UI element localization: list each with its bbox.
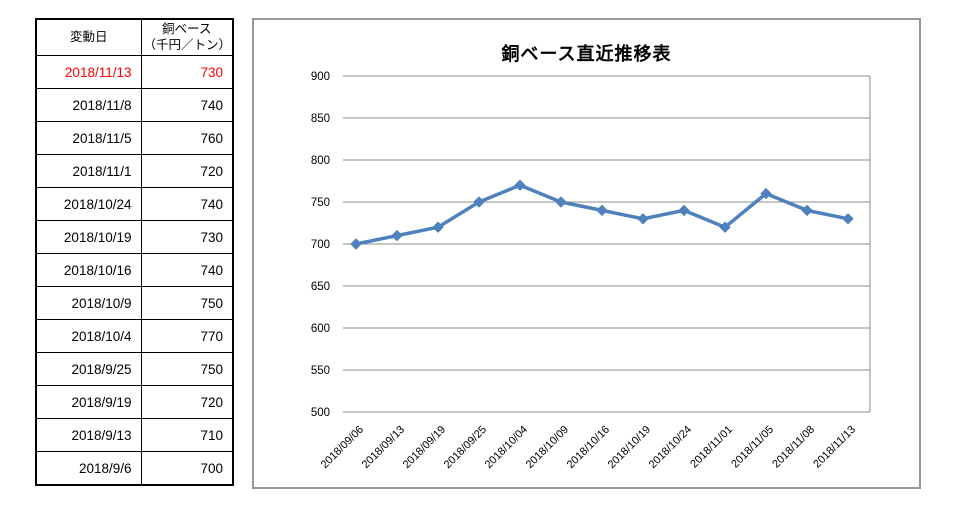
copper-price-line-chart: 5005506006507007508008509002018/09/06201… xyxy=(311,71,871,471)
x-axis-tick-label: 2018/10/24 xyxy=(647,424,694,471)
cell-copper-base-value[interactable]: 720 xyxy=(140,385,234,420)
table-row: 2018/9/6 700 xyxy=(35,451,234,486)
cell-change-date[interactable]: 2018/11/8 xyxy=(35,88,142,123)
table-row: 2018/10/19 730 xyxy=(35,220,234,255)
cell-change-date[interactable]: 2018/9/6 xyxy=(35,451,142,486)
cell-copper-base-value[interactable]: 730 xyxy=(140,55,234,90)
table-row: 2018/10/9 750 xyxy=(35,286,234,321)
y-axis-tick-label: 550 xyxy=(311,365,330,377)
table-row: 2018/11/1 720 xyxy=(35,154,234,189)
y-axis-tick-label: 850 xyxy=(311,113,330,125)
cell-copper-base-value[interactable]: 760 xyxy=(140,121,234,156)
data-point-marker[interactable] xyxy=(473,196,485,208)
data-point-marker[interactable] xyxy=(555,196,567,208)
table-row: 2018/11/8 740 xyxy=(35,88,234,123)
cell-change-date[interactable]: 2018/11/1 xyxy=(35,154,142,189)
x-axis-tick-label: 2018/10/19 xyxy=(606,424,653,471)
cell-copper-base-value[interactable]: 740 xyxy=(140,187,234,222)
cell-change-date[interactable]: 2018/10/19 xyxy=(35,220,142,255)
table-row: 2018/10/4 770 xyxy=(35,319,234,354)
x-axis-tick-label: 2018/10/09 xyxy=(524,424,571,471)
x-axis-tick-label: 2018/09/13 xyxy=(360,424,407,471)
cell-copper-base-value[interactable]: 700 xyxy=(140,451,234,486)
header-copper-base-line1: 銅ベース xyxy=(162,22,212,36)
header-change-date: 変動日 xyxy=(35,18,142,57)
data-point-marker[interactable] xyxy=(842,213,854,225)
data-point-marker[interactable] xyxy=(678,204,690,217)
y-axis-tick-label: 650 xyxy=(311,281,330,293)
x-axis-tick-label: 2018/11/01 xyxy=(688,424,735,471)
cell-copper-base-value[interactable]: 730 xyxy=(140,220,234,255)
y-axis-tick-label: 900 xyxy=(311,71,330,83)
table-row: 2018/9/19 720 xyxy=(35,385,234,420)
table-header-row: 変動日 銅ベース （千円／トン） xyxy=(35,18,234,57)
cell-copper-base-value[interactable]: 740 xyxy=(140,253,234,288)
cell-change-date[interactable]: 2018/11/5 xyxy=(35,121,142,156)
y-axis-tick-label: 700 xyxy=(311,239,330,251)
header-copper-base-line2: （千円／トン） xyxy=(143,37,232,52)
chart-title: 銅ベース直近推移表 xyxy=(501,44,672,64)
cell-change-date[interactable]: 2018/9/25 xyxy=(35,352,142,387)
table-row: 2018/9/25 750 xyxy=(35,352,234,387)
y-axis-tick-label: 500 xyxy=(311,407,330,419)
data-point-marker[interactable] xyxy=(350,238,362,250)
data-point-marker[interactable] xyxy=(432,221,444,233)
cell-copper-base-value[interactable]: 740 xyxy=(140,88,234,123)
chart-container[interactable]: 銅ベース直近推移表 500 550 600 650 700 750 800 850 900 201… xyxy=(252,18,921,489)
table-row: 2018/10/16 740 xyxy=(35,253,234,288)
x-axis-tick-label: 2018/11/13 xyxy=(811,424,858,471)
y-axis-tick-label: 600 xyxy=(311,323,330,335)
cell-copper-base-value[interactable]: 750 xyxy=(140,286,234,321)
table-row: 2018/11/5 760 xyxy=(35,121,234,156)
data-point-marker[interactable] xyxy=(514,179,526,191)
cell-copper-base-value[interactable]: 750 xyxy=(140,352,234,387)
cell-change-date[interactable]: 2018/10/4 xyxy=(35,319,142,354)
data-point-marker[interactable] xyxy=(760,187,772,200)
data-point-marker[interactable] xyxy=(596,204,608,217)
table-row: 2018/9/13 710 xyxy=(35,418,234,453)
x-axis-tick-label: 2018/09/06 xyxy=(319,424,366,471)
cell-change-date[interactable]: 2018/9/19 xyxy=(35,385,142,420)
y-axis-tick-label: 750 xyxy=(311,197,330,209)
cell-change-date[interactable]: 2018/9/13 xyxy=(35,418,142,453)
x-axis-tick-label: 2018/11/08 xyxy=(770,424,817,471)
table-row: 2018/11/13 730 xyxy=(35,55,234,90)
table-row: 2018/10/24 740 xyxy=(35,187,234,222)
cell-copper-base-value[interactable]: 710 xyxy=(140,418,234,453)
data-point-marker[interactable] xyxy=(719,221,731,233)
header-copper-base: 銅ベース （千円／トン） xyxy=(140,18,234,57)
x-axis-tick-label: 2018/09/19 xyxy=(401,424,448,471)
data-point-marker[interactable] xyxy=(637,213,649,225)
data-point-marker[interactable] xyxy=(801,204,813,217)
cell-change-date[interactable]: 2018/11/13 xyxy=(35,55,142,90)
cell-change-date[interactable]: 2018/10/24 xyxy=(35,187,142,222)
cell-change-date[interactable]: 2018/10/9 xyxy=(35,286,142,321)
y-axis-tick-label: 800 xyxy=(311,155,330,167)
price-table: 変動日 銅ベース （千円／トン） 2018/11/13 730 2018/11/8 7… xyxy=(35,18,234,486)
x-axis-tick-label: 2018/10/04 xyxy=(483,424,530,471)
cell-copper-base-value[interactable]: 770 xyxy=(140,319,234,354)
x-axis-tick-label: 2018/10/16 xyxy=(565,424,612,471)
cell-copper-base-value[interactable]: 720 xyxy=(140,154,234,189)
x-axis-tick-label: 2018/11/05 xyxy=(729,424,776,471)
cell-change-date[interactable]: 2018/10/16 xyxy=(35,253,142,288)
x-axis-tick-label: 2018/09/25 xyxy=(442,424,489,471)
data-point-marker[interactable] xyxy=(391,229,403,242)
